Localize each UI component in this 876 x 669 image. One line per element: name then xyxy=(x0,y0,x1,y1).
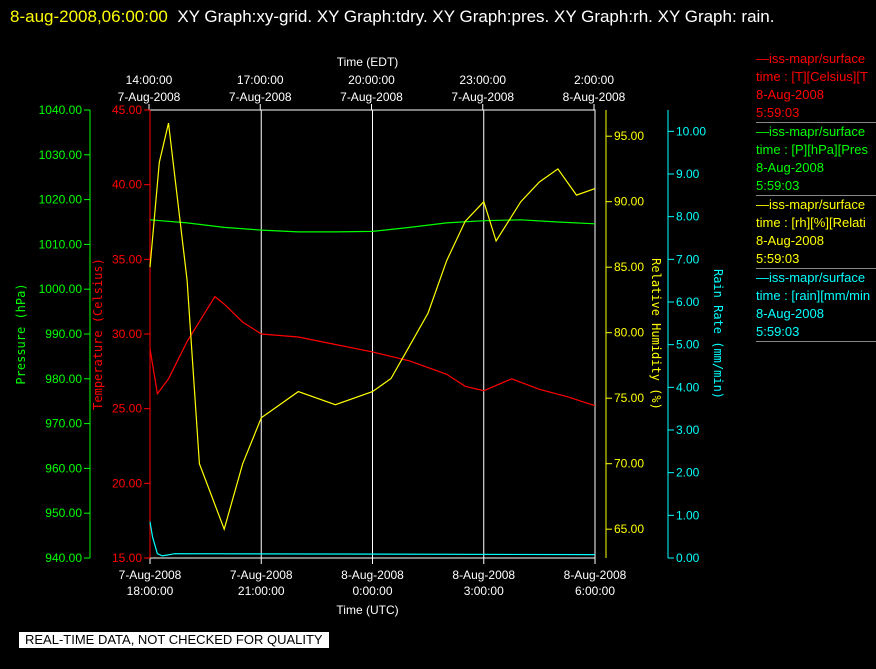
legend-entry: —iss-mapr/surface time : [rain][mm/min 8-A… xyxy=(756,269,876,342)
x-top-tick-label: 14:00:00 xyxy=(126,73,173,87)
quality-notice: REAL-TIME DATA, NOT CHECKED FOR QUALITY xyxy=(19,632,329,648)
rain-tick-label: 9.00 xyxy=(676,167,700,181)
legend: —iss-mapr/surface time : [T][Celsius][T 8-… xyxy=(756,50,876,342)
graph-header: 8-aug-2008,06:00:00 XY Graph:xy-grid. XY… xyxy=(10,2,860,31)
legend-line: —iss-mapr/surface xyxy=(756,197,866,212)
temperature-tick-label: 40.00 xyxy=(112,178,142,192)
pressure-tick-label: 970.00 xyxy=(45,417,82,431)
x-top-tick-label: 17:00:00 xyxy=(237,73,284,87)
x-tick-label: 3:00:00 xyxy=(464,584,504,598)
legend-entry: —iss-mapr/surface time : [T][Celsius][T 8-… xyxy=(756,50,876,123)
rain-tick-label: 5.00 xyxy=(676,338,700,352)
rain-tick-label: 0.00 xyxy=(676,551,700,565)
pressure-tick-label: 960.00 xyxy=(45,461,82,475)
rain-tick-label: 1.00 xyxy=(676,508,700,522)
legend-time: 5:59:03 xyxy=(756,105,800,120)
pressure-tick-label: 1040.00 xyxy=(39,103,83,117)
x-tick-label: 21:00:00 xyxy=(238,584,285,598)
temperature-tick-label: 45.00 xyxy=(112,103,142,117)
x-axis-label: Time (UTC) xyxy=(336,603,398,617)
legend-date: 8-Aug-2008 xyxy=(756,87,824,102)
humidity-axis-label: Relative Humidity (%) xyxy=(649,258,663,410)
rain-tick-label: 7.00 xyxy=(676,252,700,266)
rain-tick-label: 4.00 xyxy=(676,380,700,394)
humidity-tick-label: 70.00 xyxy=(614,457,644,471)
rain-tick-label: 10.00 xyxy=(676,124,706,138)
pressure-tick-label: 980.00 xyxy=(45,372,82,386)
legend-line: —iss-mapr/surface xyxy=(756,124,866,139)
temperature-tick-label: 30.00 xyxy=(112,327,142,341)
x-tick-label: 8-Aug-2008 xyxy=(452,568,515,582)
legend-desc: time : [T][Celsius][T xyxy=(756,69,868,84)
x-tick-label: 7-Aug-2008 xyxy=(230,568,293,582)
legend-time: 5:59:03 xyxy=(756,324,800,339)
rain-tick-label: 6.00 xyxy=(676,295,700,309)
x-tick-label: 18:00:00 xyxy=(127,584,174,598)
series-pressure-line xyxy=(149,219,596,233)
pressure-tick-label: 940.00 xyxy=(45,551,82,565)
humidity-tick-label: 80.00 xyxy=(614,326,644,340)
legend-desc: time : [rain][mm/min xyxy=(756,288,871,303)
series-temperature-line xyxy=(149,295,596,407)
x-top-tick-label: 23:00:00 xyxy=(459,73,506,87)
series-rain-line xyxy=(149,521,596,557)
pressure-tick-label: 1010.00 xyxy=(39,237,83,251)
temperature-tick-label: 35.00 xyxy=(112,252,142,266)
humidity-tick-label: 85.00 xyxy=(614,260,644,274)
pressure-tick-label: 1000.00 xyxy=(39,282,83,296)
x-tick-label: 8-Aug-2008 xyxy=(564,568,627,582)
legend-date: 8-Aug-2008 xyxy=(756,233,824,248)
legend-entry: —iss-mapr/surface time : [P][hPa][Pres 8-A… xyxy=(756,123,876,196)
x-top-tick-label: 7-Aug-2008 xyxy=(451,90,514,104)
temperature-tick-label: 20.00 xyxy=(112,476,142,490)
humidity-tick-label: 95.00 xyxy=(614,129,644,143)
legend-time: 5:59:03 xyxy=(756,251,800,266)
rain-tick-label: 3.00 xyxy=(676,423,700,437)
x-tick-label: 7-Aug-2008 xyxy=(119,568,182,582)
x-top-tick-label: 7-Aug-2008 xyxy=(229,90,292,104)
rain-axis-label: Rain Rate (mm/min) xyxy=(711,269,725,399)
humidity-tick-label: 75.00 xyxy=(614,391,644,405)
temperature-tick-label: 15.00 xyxy=(112,551,142,565)
rain-tick-label: 2.00 xyxy=(676,466,700,480)
humidity-tick-label: 90.00 xyxy=(614,195,644,209)
temperature-tick-label: 25.00 xyxy=(112,402,142,416)
series-humidity-line xyxy=(149,122,596,532)
legend-time: 5:59:03 xyxy=(756,178,800,193)
x-top-tick-label: 7-Aug-2008 xyxy=(118,90,181,104)
x-top-tick-label: 8-Aug-2008 xyxy=(563,90,626,104)
x-top-axis-label: Time (EDT) xyxy=(337,55,399,69)
rain-tick-label: 8.00 xyxy=(676,210,700,224)
legend-entry: —iss-mapr/surface time : [rh][%][Relati 8-… xyxy=(756,196,876,269)
header-title: XY Graph:xy-grid. XY Graph:tdry. XY Grap… xyxy=(177,7,775,26)
pressure-tick-label: 950.00 xyxy=(45,506,82,520)
legend-desc: time : [P][hPa][Pres xyxy=(756,142,868,157)
pressure-tick-label: 1030.00 xyxy=(39,148,83,162)
x-top-tick-label: 7-Aug-2008 xyxy=(340,90,403,104)
pressure-tick-label: 990.00 xyxy=(45,327,82,341)
x-top-tick-label: 20:00:00 xyxy=(348,73,395,87)
humidity-tick-label: 65.00 xyxy=(614,522,644,536)
x-tick-label: 8-Aug-2008 xyxy=(341,568,404,582)
legend-line: —iss-mapr/surface xyxy=(756,270,866,285)
legend-line: —iss-mapr/surface xyxy=(756,51,866,66)
pressure-tick-label: 1020.00 xyxy=(39,193,83,207)
x-tick-label: 0:00:00 xyxy=(352,584,392,598)
legend-desc: time : [rh][%][Relati xyxy=(756,215,866,230)
pressure-axis-label: Pressure (hPa) xyxy=(14,283,28,384)
temperature-axis-label: Temperature (Celsius) xyxy=(91,258,105,410)
x-top-tick-label: 2:00:00 xyxy=(574,73,614,87)
header-timestamp: 8-aug-2008,06:00:00 xyxy=(10,7,168,26)
x-tick-label: 6:00:00 xyxy=(575,584,615,598)
legend-date: 8-Aug-2008 xyxy=(756,306,824,321)
legend-date: 8-Aug-2008 xyxy=(756,160,824,175)
